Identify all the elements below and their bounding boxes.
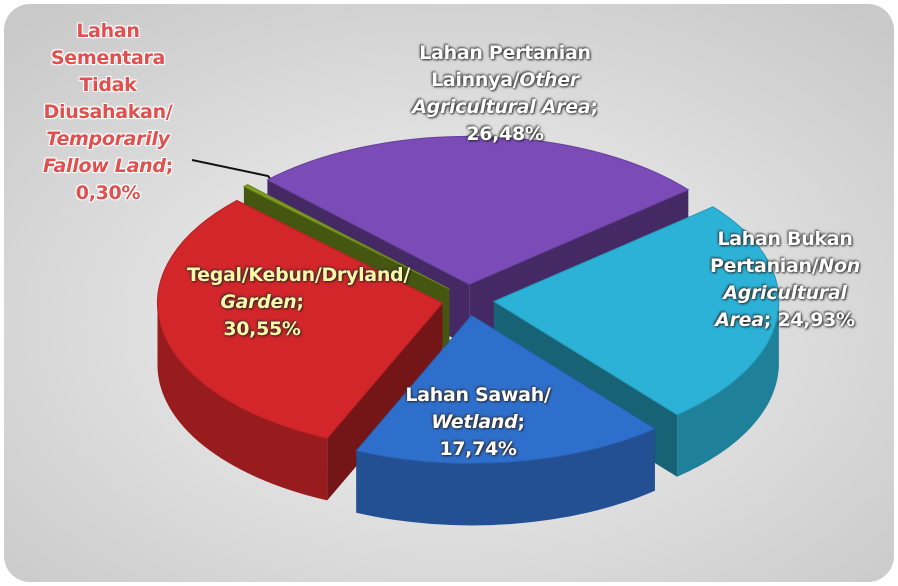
value-label: 26,48% [466, 123, 544, 145]
slice [492, 206, 780, 416]
data-label: Tegal/Kebun/Dryland/Garden; 30,55% [187, 262, 410, 343]
category-label: Lahan Sementara Tidak Diusahakan/Tempora… [43, 20, 173, 177]
data-label: Lahan Pertanian Lainnya/Other Agricultur… [405, 40, 605, 148]
category-label: Lahan Pertanian Lainnya/Other Agricultur… [412, 42, 598, 118]
data-label: Lahan Bukan Pertanian/Non Agricultural A… [695, 226, 875, 334]
data-label: Lahan Sementara Tidak Diusahakan/Tempora… [33, 18, 183, 207]
slice [156, 199, 444, 439]
category-label: Lahan Bukan Pertanian/Non Agricultural A… [709, 228, 860, 331]
category-label: Tegal/Kebun/Dryland/Garden; [187, 264, 410, 313]
slice [355, 314, 656, 464]
slice-side [356, 428, 655, 526]
slice-side [157, 303, 328, 501]
slice-side [677, 301, 779, 477]
data-label: Lahan Sawah/Wetland; 17,74% [398, 382, 558, 463]
value-label: 24,93% [777, 309, 855, 331]
slice [266, 135, 690, 285]
value-label: 0,30% [75, 182, 141, 204]
category-label: Lahan Sawah/Wetland; [405, 384, 551, 433]
value-label: 30,55% [223, 318, 301, 340]
slice [242, 184, 450, 290]
value-label: 17,74% [439, 438, 517, 460]
